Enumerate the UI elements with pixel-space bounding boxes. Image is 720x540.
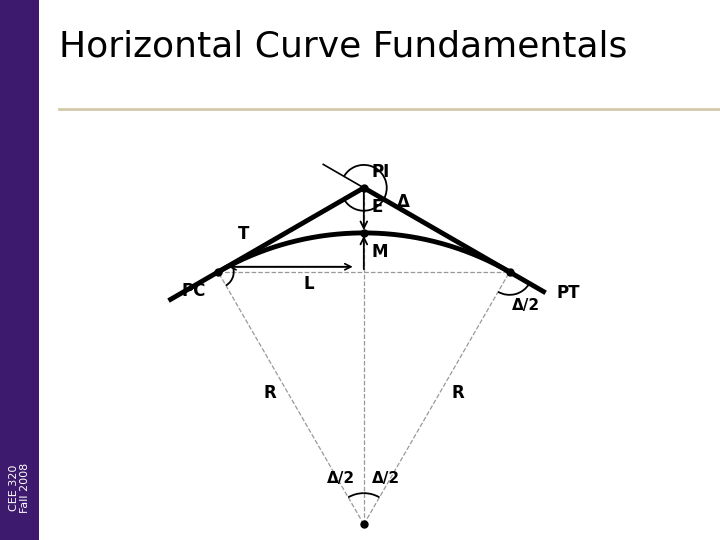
Text: Δ/2: Δ/2 bbox=[328, 471, 356, 486]
Text: R: R bbox=[264, 384, 276, 402]
Text: CEE 320
Fall 2008: CEE 320 Fall 2008 bbox=[9, 463, 30, 513]
Text: T: T bbox=[238, 225, 249, 243]
Text: E: E bbox=[371, 198, 382, 216]
Text: M: M bbox=[371, 244, 387, 261]
Text: PI: PI bbox=[371, 163, 390, 180]
Text: PC: PC bbox=[181, 282, 206, 300]
Text: L: L bbox=[303, 275, 314, 293]
Text: R: R bbox=[451, 384, 464, 402]
Text: Horizontal Curve Fundamentals: Horizontal Curve Fundamentals bbox=[59, 30, 628, 64]
Text: Δ/2: Δ/2 bbox=[512, 298, 540, 313]
Text: PT: PT bbox=[556, 284, 580, 302]
Text: Δ/2: Δ/2 bbox=[372, 471, 400, 486]
Text: Δ: Δ bbox=[397, 193, 410, 211]
